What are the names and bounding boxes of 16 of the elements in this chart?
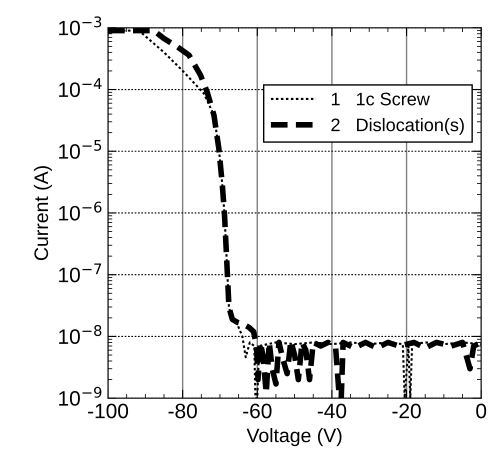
legend-label: 1 1c Screw [332,92,430,106]
x-tick-label: -40 [318,404,346,418]
y-tick-label: 10$^{−4}$ [59,78,102,98]
y-tick-label: 10$^{−3}$ [59,16,102,36]
y-axis-title: Current (A) [34,166,52,260]
x-tick-label: -80 [168,404,197,418]
x-tick-label: 0 [476,404,486,418]
y-tick-label: 10$^{−7}$ [59,264,102,282]
y-tick-label: 10$^{−5}$ [59,140,102,159]
x-tick-label: -100 [88,404,128,418]
y-tick-label: 10$^{−8}$ [59,325,102,344]
legend-label: 2 Dislocation(s) [331,118,464,135]
y-tick-label: 10$^{−6}$ [59,202,102,221]
x-tick-label: -60 [243,404,272,418]
x-tick-label: -20 [392,404,421,418]
x-axis-title: Voltage (V) [246,428,342,446]
